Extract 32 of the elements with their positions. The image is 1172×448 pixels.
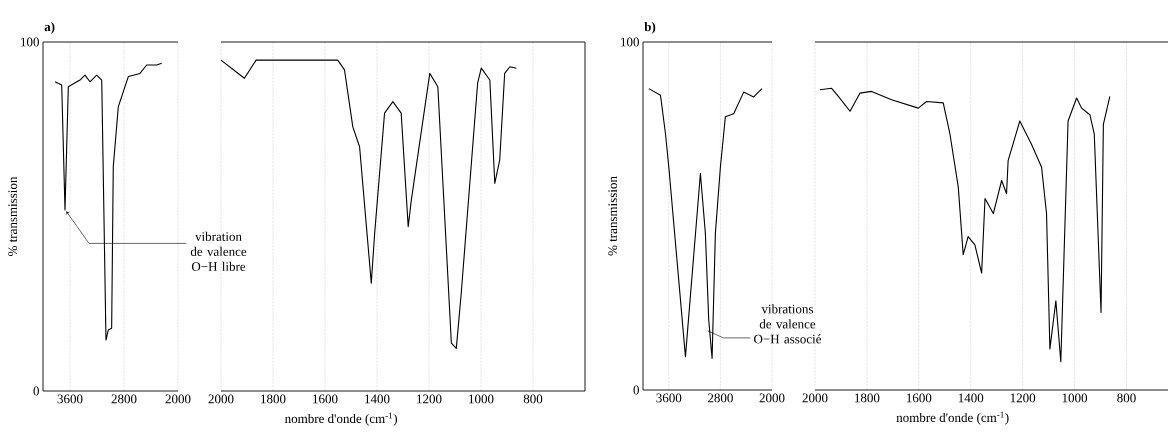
chart-title: a) (44, 22, 55, 34)
x-tick-label: 1600 (313, 394, 338, 404)
x-tick-label: 2000 (759, 393, 785, 403)
y-tick-label: 100 (621, 37, 639, 47)
y-tick-label: 0 (33, 386, 39, 396)
x-tick-label: 800 (523, 394, 543, 404)
x-axis-title: nombre d'onde (cm$^{-1}$) (896, 411, 1009, 425)
annotation: vibration de valence O−H libre (190, 231, 247, 271)
x-tick-label: 1800 (855, 393, 880, 403)
x-tick-label: 1400 (958, 393, 984, 403)
x-tick-label: 2000 (802, 393, 828, 403)
y-tick-label: 0 (633, 385, 639, 395)
x-tick-label: 1600 (906, 393, 932, 403)
y-tick-label: 100 (21, 37, 39, 47)
x-tick-label: 1000 (469, 394, 494, 404)
x-axis-title: nombre d'onde (cm$^{-1}$) (284, 412, 398, 426)
y-axis-title: % transmission (8, 176, 18, 256)
x-tick-label: 2800 (707, 393, 733, 403)
x-tick-label: 1000 (1062, 393, 1088, 403)
x-tick-label: 800 (1117, 393, 1136, 403)
x-tick-label: 3600 (57, 394, 83, 404)
x-tick-label: 2800 (111, 394, 137, 404)
x-tick-label: 3600 (656, 393, 682, 403)
x-tick-label: 2000 (165, 394, 191, 404)
x-tick-label: 2000 (208, 394, 234, 404)
x-tick-label: 1200 (1010, 393, 1036, 403)
x-tick-label: 1200 (417, 394, 442, 404)
chart-title: b) (644, 22, 656, 34)
annotation: vibrations de valence O−H associé (754, 304, 822, 344)
x-tick-label: 1800 (261, 394, 286, 404)
x-tick-label: 1400 (365, 394, 390, 404)
y-axis-title: % transmission (608, 176, 618, 256)
